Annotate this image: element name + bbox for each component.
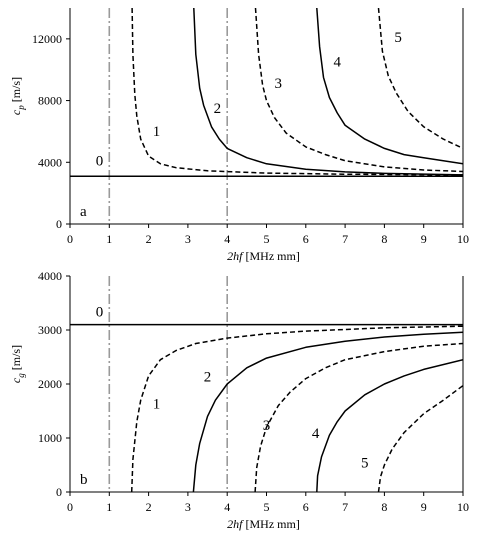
panel-label: b	[80, 472, 88, 488]
y-axis-label-symbol: c	[9, 377, 23, 383]
y-axis-label-unit: [m/s]	[9, 77, 23, 105]
x-tick-label: 0	[67, 232, 73, 246]
x-axis-label: 2hf [MHz mm]	[227, 517, 300, 531]
x-tick-label: 8	[381, 232, 387, 246]
y-axis-label-subscript: g	[16, 373, 26, 378]
mode-label-2: 2	[214, 101, 222, 117]
mode-label-0: 0	[96, 153, 104, 169]
series-line-mode-1	[130, 325, 463, 492]
x-tick-label: 1	[106, 500, 112, 514]
series-line-mode-3	[254, 8, 463, 173]
x-tick-label: 1	[106, 232, 112, 246]
x-axis-label-variable: 2hf	[227, 249, 244, 263]
x-tick-label: 7	[342, 232, 348, 246]
x-tick-label: 6	[303, 500, 309, 514]
series-line-mode-4	[316, 8, 463, 165]
panel-label: a	[80, 204, 87, 220]
x-tick-label: 8	[381, 500, 387, 514]
x-tick-label: 9	[421, 500, 427, 514]
mode-label-4: 4	[312, 426, 320, 442]
y-tick-label: 4000	[38, 155, 62, 169]
y-tick-label: 0	[56, 217, 62, 231]
y-tick-label: 2000	[38, 377, 62, 391]
x-tick-label: 5	[264, 232, 270, 246]
y-axis-label-symbol: c	[9, 109, 23, 115]
x-tick-label: 3	[185, 500, 191, 514]
chart-panel-b: 0 1 2 3 4 5 6 7 8 9 10 0 1000 2000 3000 4000 0 1 2 3 4 5 b 2hf …	[9, 269, 469, 531]
x-tick-label: 5	[264, 500, 270, 514]
x-tick-label: 2	[146, 232, 152, 246]
mode-label-5: 5	[361, 456, 369, 472]
series-line-mode-2	[192, 331, 463, 492]
y-tick-label: 0	[56, 485, 62, 499]
x-tick-label: 7	[342, 500, 348, 514]
mode-label-3: 3	[263, 418, 271, 434]
x-tick-label: 4	[224, 232, 230, 246]
x-axis-label: 2hf [MHz mm]	[227, 249, 300, 263]
y-tick-label: 1000	[38, 431, 62, 445]
x-tick-label: 6	[303, 232, 309, 246]
x-tick-label: 4	[224, 500, 230, 514]
mode-label-2: 2	[204, 369, 212, 385]
x-axis-label-variable: 2hf	[227, 517, 244, 531]
x-axis-label-unit: [MHz mm]	[243, 517, 300, 531]
chart-panel-a: 0 1 2 3 4 5 6 7 8 9 10 0 4000 8000 12000 0 1 2 3 4 5 a 2hf [MH…	[9, 8, 469, 263]
mode-label-1: 1	[153, 124, 161, 140]
y-tick-label: 3000	[38, 323, 62, 337]
y-axis-label-unit: [m/s]	[9, 345, 23, 373]
y-axis-label-subscript: p	[16, 105, 26, 111]
x-tick-label: 0	[67, 500, 73, 514]
x-tick-label: 9	[421, 232, 427, 246]
series-line-mode-5	[377, 384, 463, 492]
mode-label-0: 0	[96, 305, 104, 321]
mode-label-3: 3	[275, 76, 283, 92]
series-line-mode-3	[254, 342, 463, 492]
x-axis-label-unit: [MHz mm]	[243, 249, 300, 263]
mode-label-5: 5	[394, 30, 402, 46]
mode-label-4: 4	[333, 55, 341, 71]
mode-label-1: 1	[153, 396, 161, 412]
y-tick-label: 8000	[38, 94, 62, 108]
series-line-mode-1	[131, 8, 463, 176]
series-line-mode-2	[193, 8, 463, 176]
y-axis-label: cp [m/s]	[9, 77, 26, 115]
y-axis-label: cg [m/s]	[9, 345, 26, 383]
series-line-mode-4	[316, 358, 463, 492]
x-tick-label: 10	[457, 232, 469, 246]
y-tick-label: 12000	[32, 32, 62, 46]
x-tick-label: 10	[457, 500, 469, 514]
x-tick-label: 3	[185, 232, 191, 246]
series-line-mode-5	[377, 8, 463, 150]
y-tick-label: 4000	[38, 269, 62, 283]
x-tick-label: 2	[146, 500, 152, 514]
